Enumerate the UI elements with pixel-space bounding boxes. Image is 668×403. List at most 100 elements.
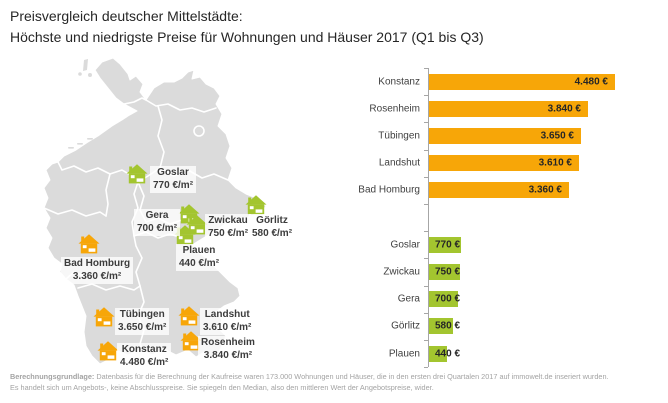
map-label-konstanz: Konstanz 4.480 €/m² — [117, 343, 172, 370]
house-icon-konstanz — [97, 341, 119, 361]
city-price: 700 €/m² — [137, 222, 178, 234]
city-price: 4.480 €/m² — [120, 356, 169, 368]
map-label-rosenheim: Rosenheim 3.840 €/m² — [198, 336, 258, 363]
city-name: Bad Homburg — [64, 258, 131, 269]
city-price: 750 €/m² — [208, 227, 249, 239]
footnote: Berechnungsgrundlage: Datenbasis für die… — [10, 371, 666, 393]
map-label-plauen: Plauen 440 €/m² — [176, 244, 223, 271]
chart-row-gera: Gera 700 € — [352, 286, 664, 313]
chart-row-konstanz: Konstanz 4.480 € — [352, 68, 664, 95]
category-label: Bad Homburg — [358, 184, 420, 196]
city-price: 3.610 €/m² — [203, 321, 252, 333]
house-icon-görlitz — [245, 195, 267, 215]
chart-row-rosenheim: Rosenheim 3.840 € — [352, 95, 664, 122]
price-bar-chart: Konstanz 4.480 € Rosenheim 3.840 € Tübingen 3… — [352, 64, 664, 376]
city-price: 770 €/m² — [153, 179, 194, 191]
city-price: 3.840 €/m² — [203, 349, 253, 361]
axis-tick — [424, 258, 428, 260]
city-name: Görlitz — [256, 215, 288, 226]
chart-row-tübingen: Tübingen 3.650 € — [352, 122, 664, 149]
map-label-gera: Gera 700 €/m² — [134, 209, 181, 236]
category-label: Konstanz — [378, 76, 420, 87]
city-name: Plauen — [182, 245, 216, 256]
city-name: Rosenheim — [201, 337, 255, 348]
bar: 580 € — [429, 318, 460, 335]
chart-row-goslar: Goslar 770 € — [352, 231, 664, 258]
house-icon-goslar — [126, 164, 148, 184]
chart-row-plauen: Plauen 440 € — [352, 340, 664, 367]
value-label: 3.360 € — [528, 184, 562, 196]
category-label: Tübingen — [378, 130, 420, 142]
city-name: Gera — [145, 210, 169, 221]
value-label: 770 € — [435, 239, 461, 251]
value-label: 3.840 € — [547, 103, 581, 115]
page-title: Preisvergleich deutscher Mittelstädte: H… — [10, 6, 484, 48]
footnote-lead: Berechnungsgrundlage: — [10, 372, 95, 381]
category-label: Rosenheim — [369, 103, 420, 115]
map-label-goslar: Goslar 770 €/m² — [150, 166, 197, 193]
map-label-bad-homburg: Bad Homburg 3.360 €/m² — [61, 257, 134, 284]
axis-tick — [424, 231, 428, 233]
footnote-line-1: Berechnungsgrundlage: Datenbasis für die… — [10, 371, 666, 382]
city-price: 440 €/m² — [179, 257, 220, 269]
chart-axis — [428, 68, 429, 367]
axis-tick — [424, 312, 428, 314]
axis-tick — [424, 340, 428, 341]
axis-tick — [424, 95, 428, 97]
category-label: Gera — [397, 293, 420, 305]
chart-row-bad-homburg: Bad Homburg 3.360 € — [352, 177, 664, 204]
house-icon-zwickau — [186, 215, 208, 235]
title-line-1: Preisvergleich deutscher Mittelstädte: — [10, 8, 243, 24]
footnote-text-1: Datenbasis für die Berechnung der Kaufre… — [94, 372, 609, 381]
value-label: 4.480 € — [574, 76, 608, 87]
city-name: Zwickau — [208, 215, 248, 226]
bar: 700 € — [429, 291, 461, 308]
city-price: 580 €/m² — [252, 227, 293, 239]
city-name: Goslar — [157, 167, 189, 178]
category-label: Goslar — [390, 239, 420, 251]
value-label: 580 € — [435, 320, 461, 332]
bar: 3.650 € — [429, 127, 581, 144]
map-label-zwickau: Zwickau 750 €/m² — [205, 214, 252, 241]
axis-tick — [424, 122, 428, 124]
axis-tick — [424, 149, 428, 151]
city-price: 3.360 €/m² — [72, 270, 122, 282]
house-icon-rosenheim — [180, 331, 202, 351]
axis-tick — [424, 204, 428, 205]
bar: 440 € — [429, 345, 460, 362]
bar: 4.480 € — [429, 73, 615, 90]
chart-row-zwickau: Zwickau 750 € — [352, 258, 664, 285]
map-label-landshut: Landshut 3.610 €/m² — [200, 308, 255, 335]
category-label: Landshut — [378, 157, 420, 169]
house-icon-tübingen — [93, 307, 115, 327]
footnote-line-2: Es handelt sich um Angebots-, keine Absc… — [10, 383, 434, 392]
house-icon-bad-homburg — [78, 234, 100, 254]
axis-tick — [424, 68, 428, 69]
value-label: 3.610 € — [538, 157, 572, 169]
germany-map: Goslar 770 €/m² Gera 700 €/m² Zwickau 750 €… — [42, 58, 322, 380]
category-label: Zwickau — [383, 266, 420, 278]
map-label-tübingen: Tübingen 3.650 €/m² — [115, 308, 170, 335]
map-label-görlitz: Görlitz 580 €/m² — [249, 214, 296, 241]
value-label: 700 € — [435, 293, 461, 305]
axis-tick — [424, 176, 428, 178]
bar: 750 € — [429, 263, 461, 280]
chart-row-landshut: Landshut 3.610 € — [352, 150, 664, 177]
title-line-2: Höchste und niedrigste Preise für Wohnun… — [10, 29, 484, 45]
bar: 3.840 € — [429, 100, 588, 117]
bar: 770 € — [429, 236, 461, 253]
category-label: Plauen — [388, 348, 420, 359]
category-label: Görlitz — [391, 320, 420, 332]
value-label: 3.650 € — [540, 130, 574, 142]
city-price: 3.650 €/m² — [118, 321, 167, 333]
city-name: Landshut — [204, 309, 250, 320]
axis-tick — [424, 285, 428, 287]
islands — [68, 59, 93, 149]
bar: 3.360 € — [429, 182, 569, 199]
axis-tick — [424, 367, 428, 369]
value-label: 750 € — [435, 266, 461, 278]
value-label: 440 € — [435, 348, 461, 359]
city-name: Tübingen — [119, 309, 165, 320]
bar: 3.610 € — [429, 155, 579, 172]
